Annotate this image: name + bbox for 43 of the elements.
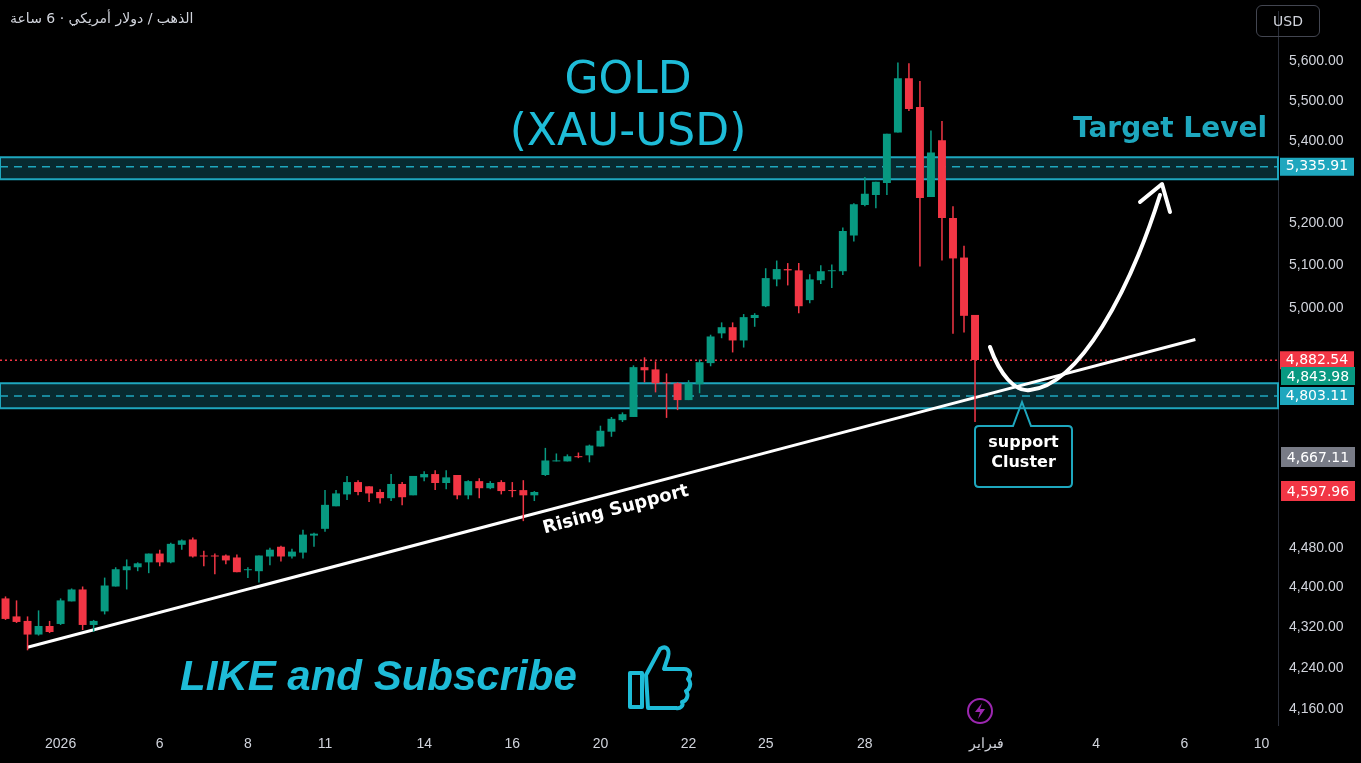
candlestick <box>122 558 131 591</box>
candlestick <box>34 609 43 637</box>
y-tick-label: 4,400.00 <box>1289 577 1344 594</box>
ref-line-label: 5,335.91 <box>1285 157 1349 174</box>
x-tick-label: 20 <box>592 735 609 752</box>
x-tick-label: 4 <box>1092 735 1101 752</box>
text: 4,843.98 <box>1281 367 1355 385</box>
y-tick-label: 5,100.00 <box>1289 256 1344 273</box>
y-tick-label: 5,600.00 <box>1289 52 1344 69</box>
x-tick-label: 11 <box>317 735 333 752</box>
candlestick <box>23 615 32 652</box>
x-tick-label: 2026 <box>45 735 77 752</box>
x-tick-label: 10 <box>1253 735 1270 752</box>
candlestick <box>541 447 550 477</box>
annotation: support Cluster <box>987 432 1060 472</box>
x-tick-label: 6 <box>155 735 164 752</box>
y-tick-label: 4,160.00 <box>1289 700 1344 717</box>
text: GOLD (XAU-USD) <box>509 52 747 155</box>
annotation: LIKE and Subscribe <box>180 652 577 700</box>
x-tick-label: 14 <box>416 735 433 752</box>
x-tick-label: 22 <box>680 735 697 752</box>
x-tick-label: 8 <box>243 735 252 752</box>
ref-line-label: 4,803.11 <box>1285 386 1349 403</box>
y-tick-label: 4,480.00 <box>1289 538 1344 555</box>
y-axis-title: USD <box>1256 5 1320 37</box>
chart-subtitle: الذهب / دولار أمريكي · 6 ساعة <box>10 10 194 26</box>
band-label: Target Level <box>1072 110 1268 144</box>
x-tick-label: 28 <box>857 735 873 752</box>
y-tick-label: 5,400.00 <box>1289 131 1344 148</box>
x-tick-label: 16 <box>504 735 521 752</box>
x-tick-label: 25 <box>757 735 774 752</box>
y-tick-label: 4,240.00 <box>1289 658 1344 675</box>
y-tick-label: 5,200.00 <box>1289 213 1344 230</box>
y-tick-label: 5,500.00 <box>1289 91 1344 108</box>
candlestick <box>706 333 715 368</box>
candlestick <box>56 597 65 626</box>
ref-line-label: 4,882.54 <box>1285 350 1349 367</box>
text: 4,667.11 <box>1281 447 1355 467</box>
text: 4,597.96 <box>1281 481 1355 501</box>
x-tick-label: فبراير <box>967 735 1004 753</box>
x-tick-label: 6 <box>1180 735 1189 752</box>
y-tick-label: 4,320.00 <box>1289 617 1344 634</box>
y-tick-label: 5,000.00 <box>1289 299 1344 316</box>
